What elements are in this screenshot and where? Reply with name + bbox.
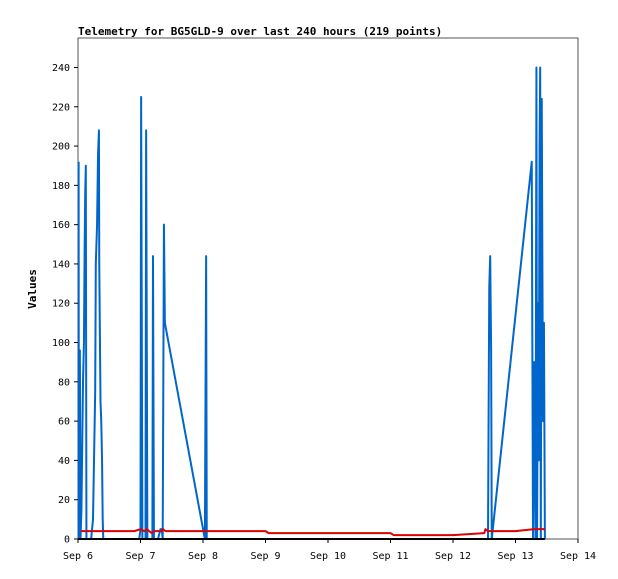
series-line-2 (81, 528, 545, 537)
y-tick-label: 160 (52, 220, 70, 231)
y-tick-label: 40 (58, 456, 70, 467)
y-tick-label: 180 (52, 181, 70, 192)
x-tick-label: Sep 10 (310, 551, 346, 562)
y-tick-label: 0 (64, 535, 70, 546)
y-axis: 0 20 40 60 80 100 120 140 160 180 200 220 240 (52, 63, 78, 546)
y-tick-label: 200 (52, 142, 70, 153)
y-tick-label: 80 (58, 377, 70, 388)
plot-frame (77, 37, 579, 540)
y-tick-label: 140 (52, 259, 70, 270)
y-tick-label: 60 (58, 417, 70, 428)
y-tick-label: 220 (52, 102, 70, 113)
x-axis: Sep 6 Sep 7 Sep 8 Sep 9 Sep 10 Sep 11 Sep 12 Se… (63, 539, 596, 562)
x-tick-label: Sep 8 (188, 551, 218, 562)
chart-title: Telemetry for BG5GLD-9 over last 240 hou… (78, 25, 442, 38)
y-tick-label: 240 (52, 63, 70, 74)
x-tick-label: Sep 14 (560, 551, 596, 562)
y-tick-label: 100 (52, 338, 70, 349)
y-tick-label: 120 (52, 299, 70, 310)
y-tick-label: 20 (58, 495, 70, 506)
x-tick-label: Sep 6 (63, 551, 93, 562)
series-layer (77, 66, 546, 540)
x-tick-label: Sep 13 (497, 551, 533, 562)
x-tick-label: Sep 11 (372, 551, 408, 562)
x-tick-label: Sep 7 (125, 551, 155, 562)
x-tick-label: Sep 12 (435, 551, 471, 562)
y-axis-label: Values (26, 269, 39, 309)
x-tick-label: Sep 9 (250, 551, 280, 562)
